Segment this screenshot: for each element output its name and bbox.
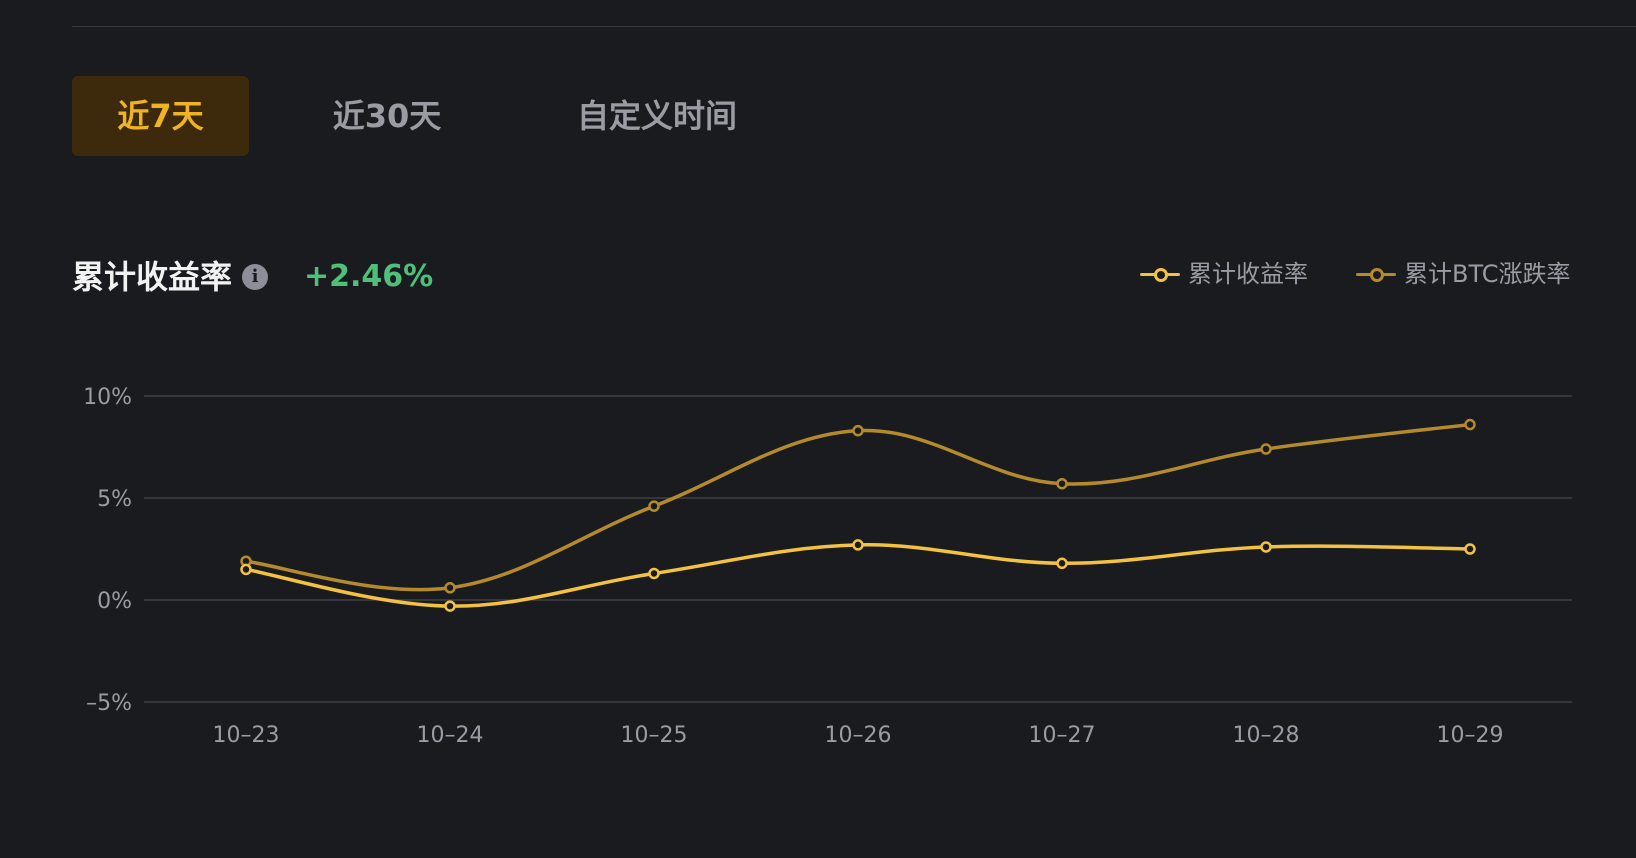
point-cumulative-return [240, 563, 252, 576]
point-cumulative-return [1260, 541, 1272, 553]
point-cumulative-return [648, 567, 660, 580]
y-tick-label: –5% [86, 691, 132, 716]
point-cumulative-return [444, 600, 456, 612]
y-tick-label: 5% [97, 487, 132, 512]
point-cumulative-return [1464, 543, 1476, 555]
x-tick-label: 10–24 [417, 723, 484, 748]
x-tick-label: 10–23 [213, 723, 280, 748]
point-btc-change [852, 424, 864, 437]
y-tick-label: 0% [97, 589, 132, 614]
top-divider [72, 26, 1636, 27]
x-tick-label: 10–26 [825, 723, 892, 748]
x-tick-label: 10–28 [1233, 723, 1300, 748]
point-btc-change [1260, 443, 1272, 455]
y-tick-label: 10% [83, 385, 132, 410]
point-btc-change [1464, 418, 1476, 431]
cumulative-return-value: +2.46% [304, 259, 434, 294]
x-tick-label: 10–25 [621, 723, 688, 748]
point-btc-change [1056, 477, 1068, 490]
tab-last-30-days[interactable]: 近30天 [332, 97, 442, 135]
legend-label: 累计收益率 [1188, 260, 1308, 288]
point-btc-change [648, 500, 660, 512]
legend-dot-marker [1370, 268, 1384, 282]
point-btc-change [444, 582, 456, 594]
legend-label: 累计BTC涨跌率 [1404, 260, 1571, 288]
point-cumulative-return [1056, 557, 1068, 570]
x-tick-label: 10–27 [1029, 723, 1096, 748]
series-line-btc-change [244, 422, 1472, 592]
series-line-cumulative-return [244, 543, 1472, 608]
tab-custom-time[interactable]: 自定义时间 [576, 97, 737, 135]
x-tick-label: 10–29 [1437, 723, 1504, 748]
summary-title: 累计收益率 [72, 258, 233, 296]
tab-last-7-days[interactable]: 近7天 [72, 76, 249, 156]
legend-dot-marker [1154, 268, 1168, 282]
point-cumulative-return [852, 539, 864, 551]
info-icon[interactable]: i [242, 264, 268, 290]
